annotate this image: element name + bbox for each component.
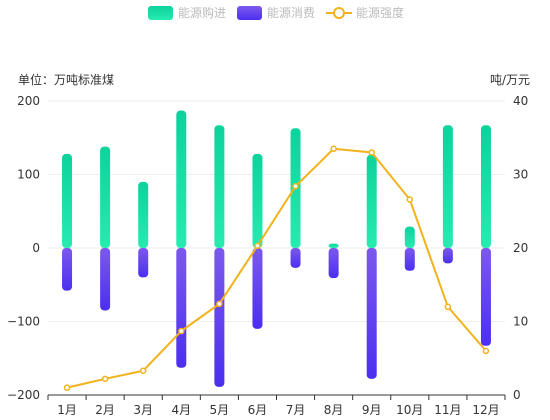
legend-label: 能源购进 [178, 5, 226, 20]
legend-item-intensity[interactable]: 能源强度 [326, 5, 404, 20]
legend-item-purchase[interactable]: 能源购进 [148, 5, 226, 20]
x-tick-label: 11月 [434, 403, 461, 417]
intensity-point[interactable] [406, 196, 414, 203]
intensity-point[interactable] [101, 375, 109, 383]
legend-swatch [148, 6, 173, 20]
x-tick-label: 12月 [472, 403, 499, 417]
legend-label: 能源消费 [267, 6, 315, 20]
x-tick-label: 8月 [324, 403, 344, 417]
intensity-point[interactable] [254, 242, 261, 250]
intensity-point[interactable] [139, 367, 147, 374]
bar-consume[interactable] [480, 248, 491, 346]
left-axis-tick-label: 200 [17, 94, 40, 108]
bar-consume[interactable] [404, 248, 415, 271]
left-axis-tick-label: 0 [32, 241, 40, 255]
x-tick-label: 10月 [396, 403, 423, 417]
intensity-point[interactable] [482, 347, 490, 355]
legend-swatch-marker [333, 7, 345, 19]
bar-purchase[interactable] [404, 226, 415, 248]
bar-purchase[interactable] [328, 243, 339, 248]
legend-item-consume[interactable]: 能源消费 [237, 6, 315, 20]
bar-purchase[interactable] [176, 110, 187, 249]
left-axis-tick-label: 100 [17, 168, 40, 182]
bar-purchase[interactable] [252, 153, 263, 248]
bar-purchase[interactable] [442, 125, 453, 248]
bar-purchase[interactable] [62, 153, 73, 248]
x-tick-label: 2月 [95, 403, 115, 417]
bar-consume[interactable] [442, 248, 453, 264]
bar-purchase[interactable] [138, 181, 149, 248]
right-axis-tick-label: 0 [513, 388, 521, 402]
bar-consume[interactable] [252, 248, 263, 329]
left-axis-tick-label: −200 [7, 388, 40, 402]
grid [48, 100, 505, 396]
x-tick-label: 7月 [286, 403, 306, 417]
bar-consume[interactable] [100, 248, 111, 311]
bar-consume[interactable] [290, 248, 301, 268]
x-tick-label: 6月 [248, 403, 268, 417]
bar-purchase[interactable] [366, 154, 377, 248]
intensity-point[interactable] [292, 183, 299, 190]
bar-purchase[interactable] [480, 125, 491, 248]
bar-purchase[interactable] [100, 146, 111, 248]
intensity-point[interactable] [330, 145, 337, 153]
right-axis-tick-label: 30 [513, 168, 528, 182]
intensity-point[interactable] [216, 300, 223, 308]
right-axis-tick-label: 40 [513, 94, 528, 108]
bar-consume[interactable] [328, 248, 339, 279]
bar-consume[interactable] [176, 248, 187, 368]
intensity-point[interactable] [63, 384, 71, 391]
left-axis-tick-label: −100 [7, 315, 40, 329]
legend-swatch [237, 6, 262, 20]
x-tick-label: 3月 [133, 403, 153, 417]
bar-purchase[interactable] [214, 125, 225, 248]
left-axis-unit: 单位：万吨标准煤 [18, 72, 114, 87]
intensity-point[interactable] [444, 303, 452, 311]
x-tick-label: 9月 [362, 403, 382, 417]
legend[interactable]: 能源购进 能源消费 能源强度 [148, 5, 404, 20]
right-axis-unit: 吨/万元 [490, 73, 530, 87]
x-tick-label: 4月 [171, 403, 191, 417]
x-tick-label: 1月 [57, 403, 77, 417]
bar-consume[interactable] [62, 248, 73, 291]
bar-consume[interactable] [214, 248, 225, 387]
intensity-point[interactable] [178, 327, 185, 335]
bar-consume[interactable] [366, 248, 377, 379]
right-axis-tick-label: 20 [513, 241, 528, 255]
bar-consume[interactable] [138, 248, 149, 278]
intensity-line [66, 147, 487, 389]
legend-label: 能源强度 [356, 5, 404, 20]
intensity-point[interactable] [368, 149, 375, 156]
x-tick-label: 5月 [210, 403, 230, 417]
right-axis-tick-label: 10 [513, 315, 528, 329]
